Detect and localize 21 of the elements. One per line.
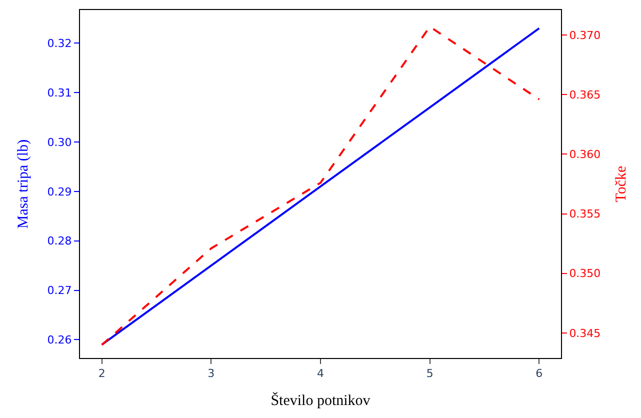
y-tick-label: 0.29: [47, 185, 72, 198]
y2-tick-label: 0.365: [569, 88, 601, 102]
x-tick-label: 4: [317, 367, 324, 380]
x-axis-title: Število potnikov: [270, 392, 371, 410]
y2-tick-label: 0.350: [569, 267, 601, 280]
y-tick-label: 0.32: [47, 36, 72, 50]
y2-tick-label: 0.345: [569, 326, 601, 340]
x-tick-label: 5: [426, 367, 434, 380]
y-tick-label: 0.28: [47, 234, 72, 248]
y-axis-title: Masa tripa (lb): [16, 139, 32, 229]
y2-tick-label: 0.370: [569, 28, 601, 42]
x-tick-label: 3: [208, 367, 215, 380]
y2-tick-label: 0.360: [569, 148, 601, 162]
x-tick-label: 2: [98, 367, 106, 380]
y-tick-label: 0.26: [47, 334, 72, 347]
y2-tick-label: 0.355: [569, 208, 601, 221]
y-tick-label: 0.31: [47, 86, 72, 100]
y-tick-label: 0.27: [47, 284, 72, 298]
y2-axis-title: Točke: [614, 165, 630, 202]
y-tick-label: 0.30: [47, 136, 72, 149]
x-tick-label: 6: [536, 367, 543, 380]
